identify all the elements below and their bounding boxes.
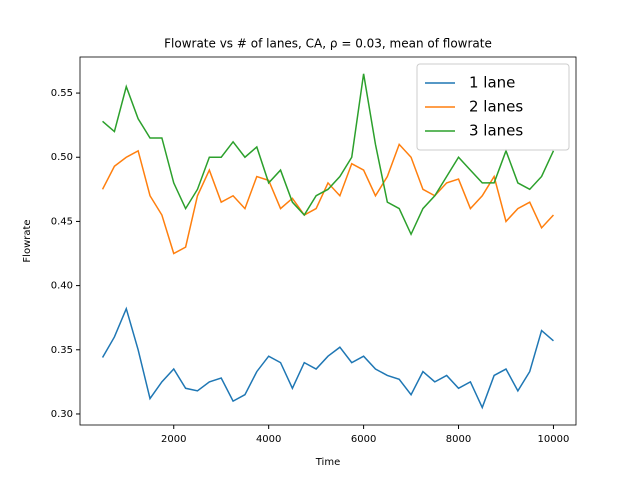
legend-box: [416, 63, 570, 151]
series-line: [101, 143, 555, 255]
x-tick-label: 6000: [351, 434, 376, 445]
series-line: [101, 306, 554, 410]
y-tick-label: 0.30: [51, 409, 73, 420]
x-tick-label: 2000: [161, 434, 186, 445]
y-tick-label: 0.55: [51, 88, 73, 99]
legend-label: 3 lanes: [469, 122, 523, 140]
y-axis-label: Flowrate: [22, 219, 33, 262]
x-tick-label: 4000: [256, 434, 281, 445]
series-line: [102, 73, 555, 237]
legend-label: 1 lane: [469, 74, 515, 92]
legend-label: 2 lanes: [469, 98, 523, 116]
y-tick-label: 0.40: [51, 281, 73, 292]
x-axis-label: Time: [315, 457, 340, 468]
y-tick-label: 0.35: [51, 345, 73, 356]
plot-frame: [79, 56, 577, 426]
y-tick-label: 0.45: [51, 216, 73, 227]
x-tick-label: 8000: [446, 434, 471, 445]
x-tick-label: 10000: [538, 434, 570, 445]
chart-title: Flowrate vs # of lanes, CA, ρ = 0.03, me…: [164, 37, 492, 51]
y-tick-label: 0.50: [51, 152, 73, 163]
